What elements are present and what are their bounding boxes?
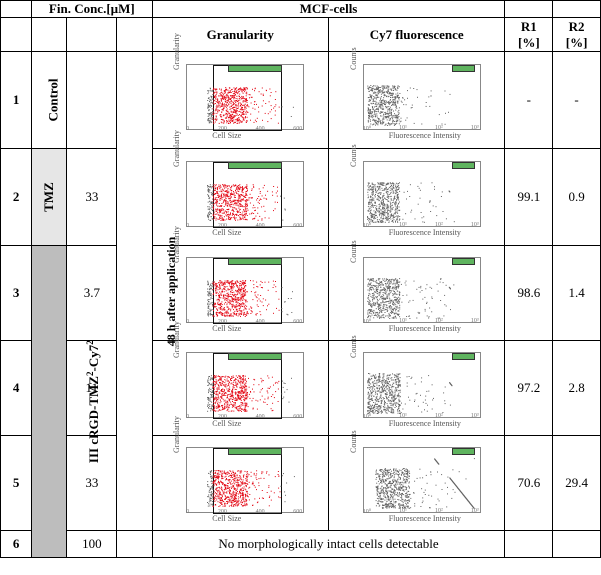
- header-row-1: Fin. Conc.[µM] MCF-cells: [1, 1, 601, 18]
- table-row: 3 III cRGD-TMZ2-Cy72 3.7 Granularity0200…: [1, 246, 601, 341]
- row-number: 3: [1, 246, 32, 341]
- cy7-plot: Counts10⁰10¹10²10³Fluorescence Intensity: [328, 341, 504, 436]
- treatment-tmz: TMZ: [32, 149, 67, 246]
- row-number: 2: [1, 149, 32, 246]
- results-table: Fin. Conc.[µM] MCF-cells Granularity Cy7…: [0, 0, 601, 558]
- r1-value: -: [505, 52, 553, 149]
- table-row: 6 100 No morphologically intact cells de…: [1, 531, 601, 558]
- row-number: 5: [1, 436, 32, 531]
- r1-value: 97.2: [505, 341, 553, 436]
- mcf-header: MCF-cells: [152, 1, 505, 18]
- table-row: 1 Control 48 h after application Granula…: [1, 52, 601, 149]
- conc-cell: 33: [67, 149, 117, 246]
- timepoint-cell: 48 h after application: [117, 52, 152, 531]
- fin-conc-header: Fin. Conc.[µM]: [32, 1, 152, 18]
- conc-cell: [67, 52, 117, 149]
- header-row-2: Granularity Cy7 fluorescence R1[%] R2[%]: [1, 18, 601, 52]
- r2-value: 1.4: [553, 246, 601, 341]
- r2-value: 29.4: [553, 436, 601, 531]
- cy7-plot: Counts10⁰10¹10²10³Fluorescence Intensity: [328, 52, 504, 149]
- row-number: 4: [1, 341, 32, 436]
- r1-value: 98.6: [505, 246, 553, 341]
- conc-cell: 3.7: [67, 246, 117, 341]
- r1-value: 99.1: [505, 149, 553, 246]
- conc-cell: 100: [67, 531, 117, 558]
- treatment-compound: III cRGD-TMZ2-Cy72: [32, 246, 67, 558]
- granularity-plot: Granularity0200400600Cell Size: [152, 436, 328, 531]
- cy7-plot: Counts10⁰10¹10²10³Fluorescence Intensity: [328, 246, 504, 341]
- row-number: 6: [1, 531, 32, 558]
- row6-note: No morphologically intact cells detectab…: [152, 531, 505, 558]
- r1-header: R1[%]: [505, 18, 553, 52]
- cy7-plot: Counts10⁰10¹10²10³Fluorescence Intensity: [328, 149, 504, 246]
- r2-value: 2.8: [553, 341, 601, 436]
- row-number: 1: [1, 52, 32, 149]
- r2-value: -: [553, 52, 601, 149]
- table-row: 2 TMZ 33 Granularity0200400600Cell Size …: [1, 149, 601, 246]
- r1-value: 70.6: [505, 436, 553, 531]
- cy7-plot: Counts10⁰10¹10²10³Fluorescence Intensity: [328, 436, 504, 531]
- r2-header: R2[%]: [553, 18, 601, 52]
- r2-value: 0.9: [553, 149, 601, 246]
- treatment-control: Control: [32, 52, 67, 149]
